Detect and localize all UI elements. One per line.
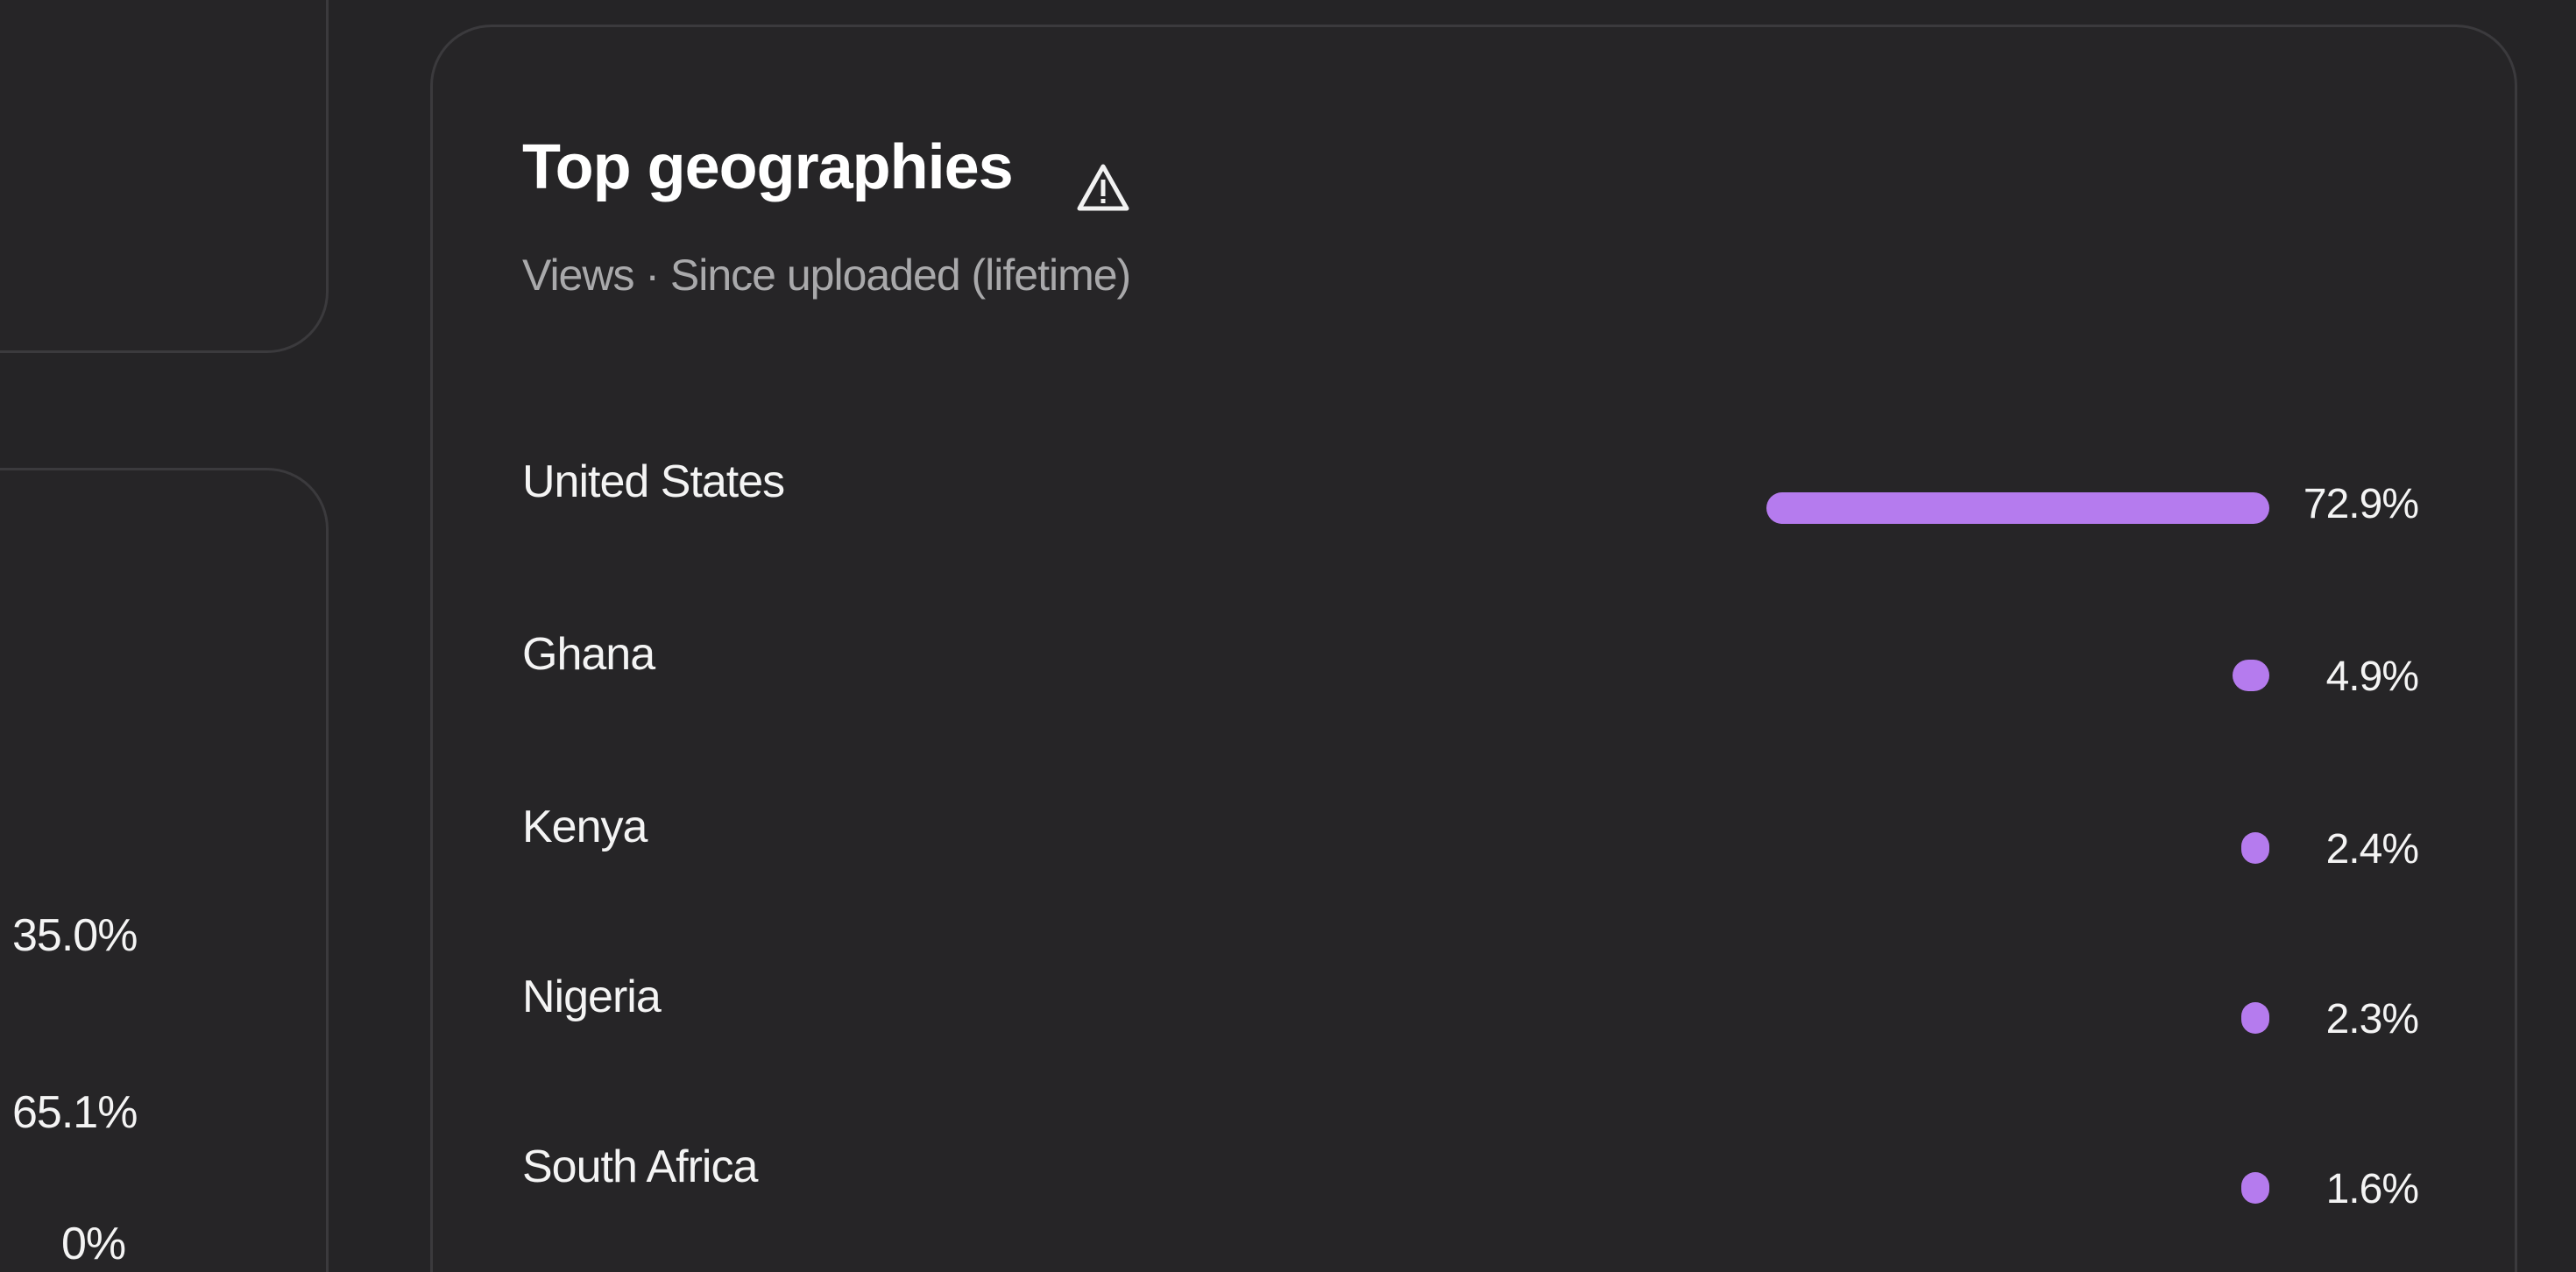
left-card-bottom [0, 468, 329, 1272]
share-percent: 2.3% [2325, 996, 2419, 1042]
country-name: United States [522, 456, 785, 507]
share-percent: 2.4% [2325, 826, 2419, 873]
country-name: Nigeria [522, 972, 662, 1022]
card-subtitle: Views · Since uploaded (lifetime) [522, 251, 1131, 300]
share-percent: 72.9% [2303, 481, 2419, 527]
country-name: Ghana [522, 629, 655, 680]
share-bar [2241, 1002, 2269, 1034]
share-percent: 1.6% [2325, 1166, 2419, 1212]
left-card-top [0, 0, 329, 353]
share-bar [1766, 492, 2269, 524]
warning-triangle-icon[interactable] [1076, 163, 1130, 212]
share-bar [2241, 1172, 2269, 1204]
left-stat-value: 35.0% [12, 910, 138, 961]
country-name: Kenya [522, 802, 648, 852]
left-stat-value: 65.1% [12, 1087, 138, 1138]
left-stat-value: 0% [61, 1219, 126, 1269]
top-geographies-card [430, 25, 2517, 1272]
share-bar [2233, 660, 2269, 691]
share-percent: 4.9% [2325, 654, 2419, 700]
card-title: Top geographies [522, 132, 1014, 202]
country-name: South Africa [522, 1141, 758, 1192]
share-bar [2241, 832, 2269, 864]
